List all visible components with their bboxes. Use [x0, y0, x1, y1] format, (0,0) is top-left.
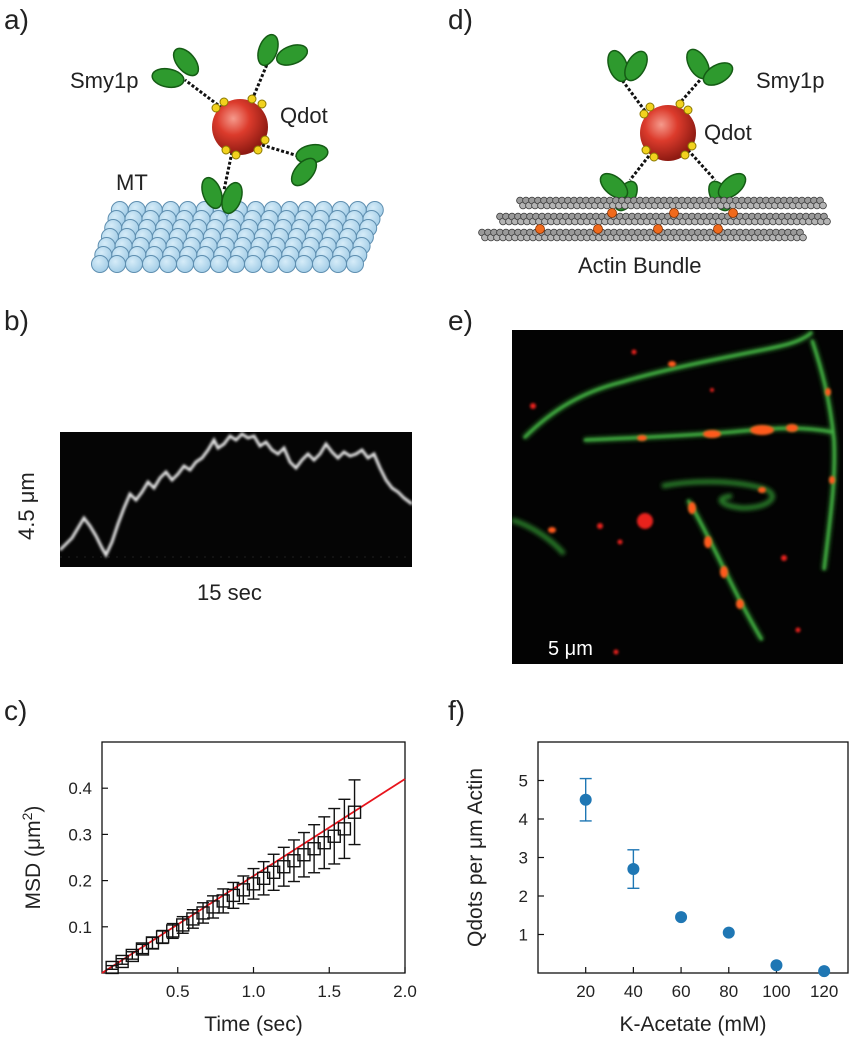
label-mt: MT: [116, 170, 148, 195]
smy1p-motors-d: [599, 48, 747, 212]
crosslinker: [535, 224, 545, 234]
tubulin-subunit: [329, 255, 347, 273]
data-point: [337, 822, 352, 836]
kymograph-xlabel: 15 sec: [197, 580, 262, 605]
y-tick-label: 5: [519, 772, 528, 791]
kymograph-ylabel: 4.5 μm: [14, 472, 39, 540]
actin-monomer: [823, 217, 831, 226]
tubulin-subunit: [176, 255, 194, 273]
crosslinker: [607, 208, 617, 218]
qdot-a: [212, 99, 268, 155]
tubulin-subunit: [142, 255, 160, 273]
x-tick-label: 20: [576, 982, 595, 1001]
tubulin-subunit: [346, 255, 364, 273]
tubulin-subunit: [193, 255, 211, 273]
y-tick-label: 0.1: [68, 918, 92, 937]
panel-label-b: b): [4, 305, 29, 336]
plot-frame: [101, 741, 406, 974]
panel-label-c: c): [4, 695, 28, 726]
data-point: [579, 793, 592, 806]
panel-label-a: a): [4, 4, 29, 35]
tubulin-subunit: [227, 255, 245, 273]
data-point: [770, 959, 783, 972]
data-point: [347, 805, 362, 819]
y-tick-label: 1: [519, 926, 528, 945]
y-tick-label: 3: [519, 849, 528, 868]
data-point: [818, 965, 831, 978]
microtubule-lattice: [91, 201, 384, 273]
label-smy1p-a: Smy1p: [70, 68, 139, 93]
crosslinker: [713, 224, 723, 234]
data-point: [675, 911, 688, 924]
smy1p-motors-a: [151, 33, 329, 215]
qdot-density-chart: 20 40 60 80 100 120 1 2 3 4 5 K-Acetate (mM) Qdots p…: [464, 741, 849, 1036]
tubulin-subunit: [108, 255, 126, 273]
label-smy1p-d: Smy1p: [756, 68, 825, 93]
qdot-ligands-a: [211, 94, 270, 160]
data-point: [627, 863, 640, 876]
crosslinker: [669, 208, 679, 218]
kymograph: [60, 432, 412, 567]
label-qdot-d: Qdot: [704, 120, 752, 145]
panel-label-d: d): [448, 4, 473, 35]
y-tick-label: 2: [519, 887, 528, 906]
label-qdot-a: Qdot: [280, 103, 328, 128]
tubulin-subunit: [295, 255, 313, 273]
msd-chart: 0.5 1.0 1.5 2.0 0.1 0.2 0.3 0.4 Time (sec) MSD (μ…: [19, 741, 417, 1036]
qdot-d: [640, 105, 696, 161]
crosslinker: [728, 208, 738, 218]
qdot-ligands-d: [639, 99, 697, 162]
y-tick-label: 4: [519, 810, 528, 829]
y-axis-label: Qdots per μm Actin: [464, 768, 487, 947]
data-point: [722, 926, 735, 939]
tubulin-subunit: [125, 255, 143, 273]
x-tick-label: 60: [672, 982, 691, 1001]
plot-frame: [537, 741, 849, 974]
x-axis-label: Time (sec): [204, 1013, 302, 1036]
x-tick-label: 2.0: [393, 982, 417, 1001]
y-tick-label: 0.2: [68, 872, 92, 891]
tubulin-subunit: [278, 255, 296, 273]
x-tick-label: 0.5: [166, 982, 190, 1001]
y-tick-label: 0.4: [68, 779, 92, 798]
tubulin-subunit: [210, 255, 228, 273]
data-point: [327, 829, 341, 843]
x-tick-label: 1.5: [317, 982, 341, 1001]
tubulin-subunit: [261, 255, 279, 273]
panel-d-schematic: [478, 48, 831, 242]
y-tick-label: 0.3: [68, 825, 92, 844]
tubulin-subunit: [312, 255, 330, 273]
crosslinker: [653, 224, 663, 234]
panel-a-schematic: [91, 33, 384, 273]
actin-monomer: [819, 201, 827, 210]
actin-bundle: [478, 196, 831, 242]
actin-monomer: [799, 233, 807, 242]
y-axis-label: MSD (μm2): [19, 806, 45, 910]
x-tick-label: 80: [719, 982, 738, 1001]
tubulin-subunit: [244, 255, 262, 273]
x-tick-label: 1.0: [242, 982, 266, 1001]
x-axis-label: K-Acetate (mM): [619, 1013, 766, 1036]
x-tick-label: 120: [810, 982, 838, 1001]
x-tick-label: 40: [624, 982, 643, 1001]
label-actin-bundle: Actin Bundle: [578, 253, 702, 278]
panel-label-f: f): [448, 695, 466, 726]
x-tick-label: 100: [762, 982, 790, 1001]
scale-bar-label: 5 μm: [548, 638, 593, 660]
fluorescence-image: [512, 330, 843, 664]
tubulin-subunit: [91, 255, 109, 273]
panel-label-e: e): [448, 305, 473, 336]
crosslinker: [593, 224, 603, 234]
tubulin-subunit: [159, 255, 177, 273]
